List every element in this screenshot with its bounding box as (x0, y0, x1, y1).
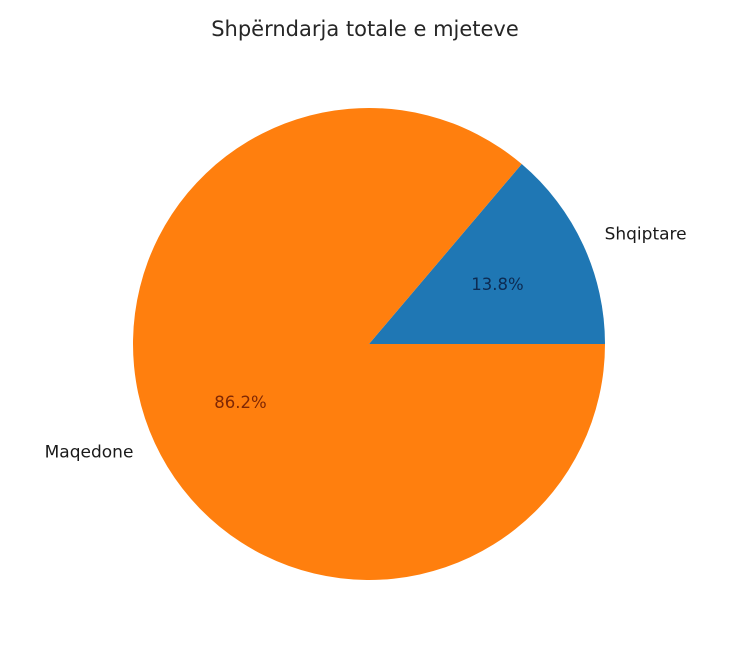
slice-label-maqedone: Maqedone (44, 442, 134, 463)
pct-label-maqedone: 86.2% (214, 393, 267, 413)
pie-slice-maqedone (132, 107, 605, 580)
slice-label-shqiptare: Shqiptare (604, 224, 687, 245)
pie-slice-shqiptare (369, 164, 605, 344)
pct-label-shqiptare: 13.8% (471, 274, 524, 294)
chart-title: Shpërndarja totale e mjeteve (211, 17, 519, 41)
